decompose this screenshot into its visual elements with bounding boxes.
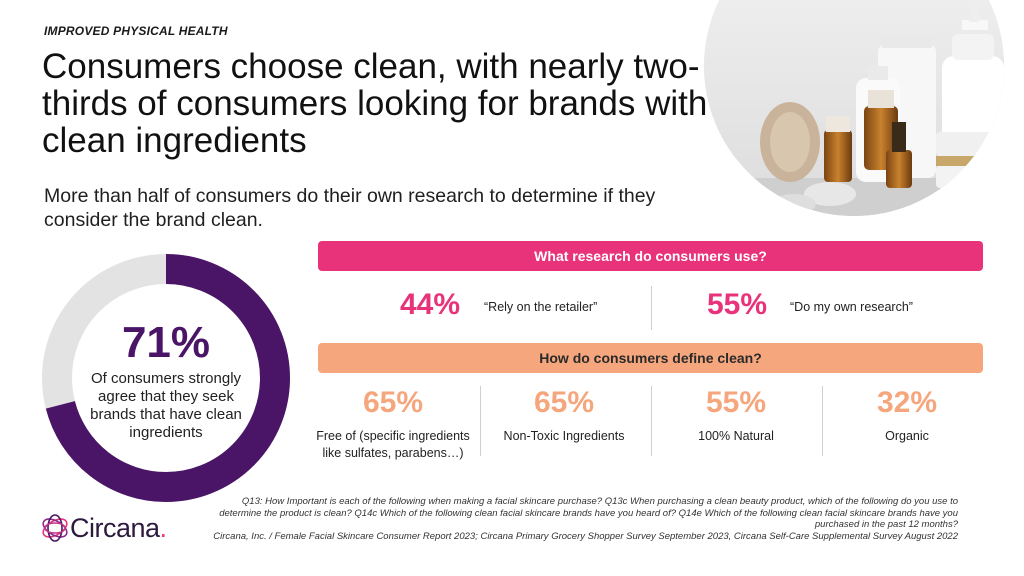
- divider: [651, 286, 652, 330]
- define-stat-label: Non-Toxic Ingredients: [503, 429, 625, 443]
- define-stat-value: 32%: [876, 386, 938, 419]
- define-stat-value: 55%: [705, 386, 767, 419]
- define-stat: 65% Free of (specific ingredients like s…: [313, 386, 473, 462]
- footnote-sources: Circana, Inc. / Female Facial Skincare C…: [213, 530, 958, 542]
- source-footnote: Q13: How Important is each of the follow…: [212, 496, 958, 542]
- define-stat: 65% Non-Toxic Ingredients: [484, 386, 644, 445]
- donut-value-arc: [42, 254, 290, 502]
- logo-dot: .: [159, 513, 168, 543]
- define-stat: 32% Organic: [827, 386, 987, 445]
- eyebrow-label: IMPROVED PHYSICAL HEALTH: [44, 24, 228, 38]
- define-stat: 55% 100% Natural: [656, 386, 816, 445]
- define-stat-label: 100% Natural: [698, 429, 774, 443]
- research-stat-value: 55%: [707, 288, 768, 321]
- research-heading-banner: What research do consumers use?: [318, 241, 983, 271]
- define-stat-value: 65%: [362, 386, 424, 419]
- divider: [651, 386, 652, 456]
- define-stat-label: Organic: [885, 429, 929, 443]
- page-title: Consumers choose clean, with nearly two-…: [42, 47, 708, 160]
- research-stat-label: “Rely on the retailer”: [484, 300, 598, 314]
- donut-percent: 71%: [121, 318, 211, 367]
- skincare-products-image: [704, 0, 1004, 216]
- logo-name: Circana: [70, 513, 160, 543]
- donut-description: Of consumers strongly agree that they se…: [90, 370, 242, 441]
- brand-logo: Circana.: [70, 513, 167, 544]
- research-stat-label: “Do my own research”: [790, 300, 913, 314]
- footnote-questions: Q13: How Important is each of the follow…: [219, 496, 958, 530]
- donut-chart: [42, 254, 290, 502]
- circana-logo-icon: [42, 514, 68, 542]
- divider: [480, 386, 481, 456]
- divider: [822, 386, 823, 456]
- page-subtitle: More than half of consumers do their own…: [44, 185, 656, 231]
- define-heading-banner: How do consumers define clean?: [318, 343, 983, 373]
- define-stat-label: Free of (specific ingredients like sulfa…: [316, 429, 470, 460]
- define-stat-value: 65%: [533, 386, 595, 419]
- research-stat-value: 44%: [400, 288, 461, 321]
